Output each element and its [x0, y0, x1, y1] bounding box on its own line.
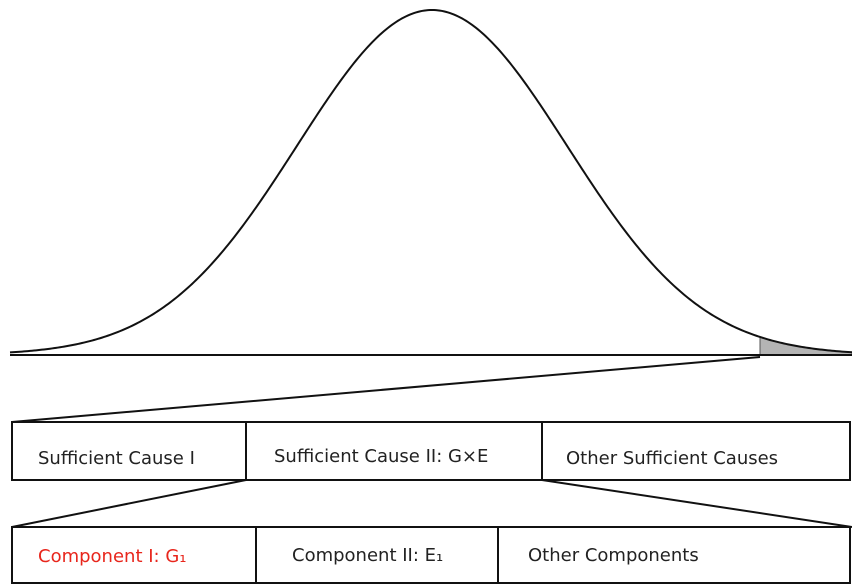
component-label: Other Components — [528, 545, 699, 566]
cause-label: Other Sufficient Causes — [566, 448, 778, 469]
component-label: Component II: E₁ — [292, 545, 443, 566]
distribution-curve — [9, 8, 852, 354]
cause-label: Sufficient Cause I — [38, 448, 195, 469]
cause-row — [11, 421, 851, 481]
zoom-line — [11, 356, 761, 423]
zoom-line — [541, 479, 852, 528]
component-row — [11, 526, 851, 584]
component-label: Component I: G₁ — [38, 546, 186, 567]
zoom-line — [11, 479, 247, 528]
shaded-tail — [759, 336, 852, 356]
cause-label: Sufficient Cause II: G×E — [274, 446, 488, 467]
